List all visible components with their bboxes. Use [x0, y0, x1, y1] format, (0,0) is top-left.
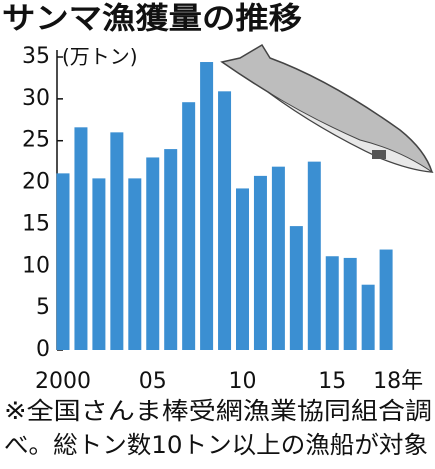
y-tick-label: 15: [22, 211, 50, 236]
y-tick-label: 25: [22, 128, 50, 153]
bar: [110, 132, 124, 350]
bar: [379, 249, 393, 350]
x-tick-label: 2000: [35, 369, 91, 394]
footnote: べ。総トン数10トン以上の漁船が対象: [4, 431, 428, 459]
y-tick-label: 35: [22, 44, 50, 69]
bar: [361, 284, 375, 350]
bar: [92, 178, 106, 350]
fish-illustration: [220, 43, 434, 173]
x-tick-label: 18年: [373, 369, 423, 394]
footnote: ※全国さんま棒受網漁業協同組合調: [4, 397, 432, 425]
fish-gill: [372, 150, 386, 159]
chart-title: サンマ漁獲量の推移: [2, 2, 302, 37]
x-tick-label: 10: [229, 369, 257, 394]
y-tick-label: 0: [36, 337, 50, 362]
bar: [128, 178, 142, 350]
bar: [56, 173, 70, 350]
bar: [325, 256, 339, 350]
bar: [218, 91, 232, 350]
fish-body: [220, 43, 434, 173]
bar: [164, 149, 178, 350]
bar: [200, 62, 214, 350]
y-axis-label: (万トン): [62, 45, 138, 69]
bar: [289, 226, 303, 350]
bar: [74, 127, 88, 350]
bar: [236, 188, 249, 350]
bar: [253, 175, 267, 350]
bar: [146, 157, 160, 350]
y-tick-label: 20: [22, 170, 50, 195]
bar: [307, 161, 321, 350]
y-tick-label: 5: [36, 295, 50, 320]
fish-belly: [267, 91, 434, 173]
x-tick-label: 15: [318, 369, 346, 394]
x-tick-label: 05: [139, 369, 167, 394]
bar: [182, 102, 196, 350]
bar: [343, 257, 357, 350]
y-tick-label: 10: [22, 253, 50, 278]
y-tick-label: 30: [22, 86, 50, 111]
bar: [271, 166, 285, 350]
